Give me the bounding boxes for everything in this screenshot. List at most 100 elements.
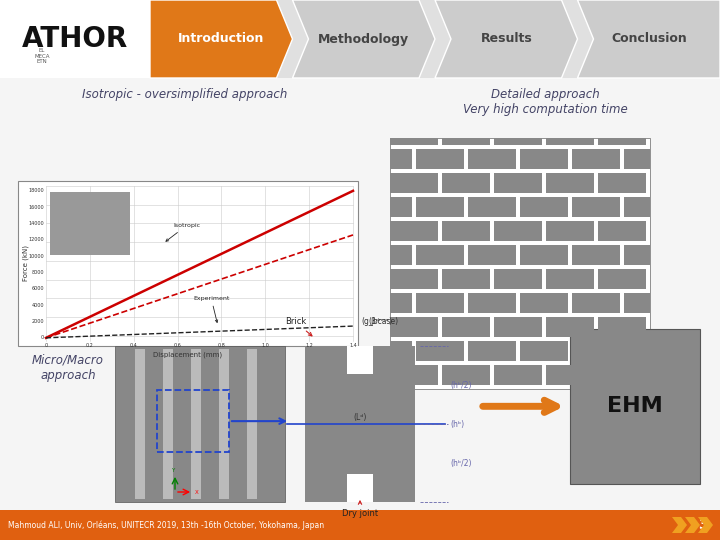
Text: EHM: EHM <box>607 396 663 416</box>
Bar <box>546 317 594 337</box>
Bar <box>390 245 412 265</box>
Text: Introduction: Introduction <box>178 32 264 45</box>
Bar <box>624 197 650 217</box>
Bar <box>0 510 720 540</box>
Bar <box>546 173 594 193</box>
Bar <box>624 149 650 169</box>
Text: Force (kN): Force (kN) <box>23 245 30 281</box>
Text: (βᵈʳᵉʳᵉ): (βᵈʳᵉʳᵉ) <box>368 318 392 327</box>
Text: 6000: 6000 <box>32 286 44 292</box>
Text: Conclusion: Conclusion <box>611 32 687 45</box>
Bar <box>598 365 646 385</box>
Bar <box>390 365 438 385</box>
Bar <box>219 349 229 499</box>
Bar <box>18 181 358 346</box>
Bar <box>546 221 594 241</box>
Bar <box>520 149 568 169</box>
Text: Micro/Macro
approach: Micro/Macro approach <box>32 354 104 382</box>
Bar <box>468 245 516 265</box>
Bar <box>442 365 490 385</box>
Bar <box>390 341 412 361</box>
Bar <box>624 341 650 361</box>
Bar <box>191 349 201 499</box>
Bar <box>390 173 438 193</box>
Text: Isotropic - oversimplified approach: Isotropic - oversimplified approach <box>82 88 288 101</box>
Bar <box>494 173 542 193</box>
Text: EL
MECA
ETN: EL MECA ETN <box>35 48 50 64</box>
Bar <box>416 293 464 313</box>
Bar <box>0 0 150 78</box>
Text: Experiment: Experiment <box>193 295 230 322</box>
Text: 14000: 14000 <box>28 221 44 226</box>
Polygon shape <box>292 0 435 78</box>
Bar <box>416 245 464 265</box>
Polygon shape <box>685 517 700 533</box>
Bar <box>570 328 700 484</box>
Text: 0.8: 0.8 <box>217 343 225 348</box>
Bar <box>163 349 173 499</box>
Bar <box>468 293 516 313</box>
Text: 1.2: 1.2 <box>305 343 313 348</box>
Text: 0.4: 0.4 <box>130 343 138 348</box>
Text: ATHOR: ATHOR <box>22 25 128 53</box>
Text: 3: 3 <box>698 518 708 532</box>
Bar <box>546 365 594 385</box>
Bar <box>442 138 490 145</box>
Bar <box>494 138 542 145</box>
Bar <box>390 138 438 145</box>
Bar <box>390 317 438 337</box>
Polygon shape <box>698 517 713 533</box>
Text: 8000: 8000 <box>32 270 44 275</box>
Bar <box>494 221 542 241</box>
Text: 0.2: 0.2 <box>86 343 94 348</box>
Bar <box>115 347 285 502</box>
Text: 12000: 12000 <box>28 238 44 242</box>
Bar <box>520 197 568 217</box>
Bar <box>390 293 412 313</box>
Bar <box>347 347 373 374</box>
Bar <box>598 221 646 241</box>
Bar <box>468 149 516 169</box>
Text: (hᵇ): (hᵇ) <box>450 420 464 429</box>
Text: Brick: Brick <box>285 318 312 336</box>
Text: 0: 0 <box>45 343 48 348</box>
Bar <box>468 197 516 217</box>
Bar <box>416 197 464 217</box>
Bar <box>390 138 650 389</box>
Bar <box>624 245 650 265</box>
Text: Dry joint: Dry joint <box>342 501 378 518</box>
Bar <box>442 173 490 193</box>
Bar <box>546 269 594 289</box>
Bar <box>247 349 257 499</box>
Bar <box>442 221 490 241</box>
Bar <box>520 341 568 361</box>
Bar <box>624 293 650 313</box>
Bar <box>390 269 438 289</box>
Text: 16000: 16000 <box>28 205 44 210</box>
Bar <box>572 149 620 169</box>
Text: Detailed approach
Very high computation time: Detailed approach Very high computation … <box>463 88 627 116</box>
Bar <box>572 197 620 217</box>
Bar <box>390 149 412 169</box>
Bar <box>598 317 646 337</box>
Text: Results: Results <box>480 32 532 45</box>
Text: 10000: 10000 <box>28 254 44 259</box>
Text: (g_bcase): (g_bcase) <box>361 318 399 327</box>
Bar <box>572 341 620 361</box>
Bar <box>347 474 373 502</box>
Bar <box>494 365 542 385</box>
Polygon shape <box>577 0 720 78</box>
Bar <box>390 197 412 217</box>
Bar <box>442 269 490 289</box>
Bar <box>520 245 568 265</box>
Bar <box>598 173 646 193</box>
Bar <box>416 341 464 361</box>
Bar <box>572 293 620 313</box>
Text: 1.0: 1.0 <box>261 343 269 348</box>
Bar <box>442 317 490 337</box>
Text: 18000: 18000 <box>28 188 44 193</box>
Text: 0.6: 0.6 <box>174 343 181 348</box>
Bar <box>390 221 438 241</box>
Text: 1.4: 1.4 <box>349 343 357 348</box>
Text: Displacement (mm): Displacement (mm) <box>153 352 222 359</box>
